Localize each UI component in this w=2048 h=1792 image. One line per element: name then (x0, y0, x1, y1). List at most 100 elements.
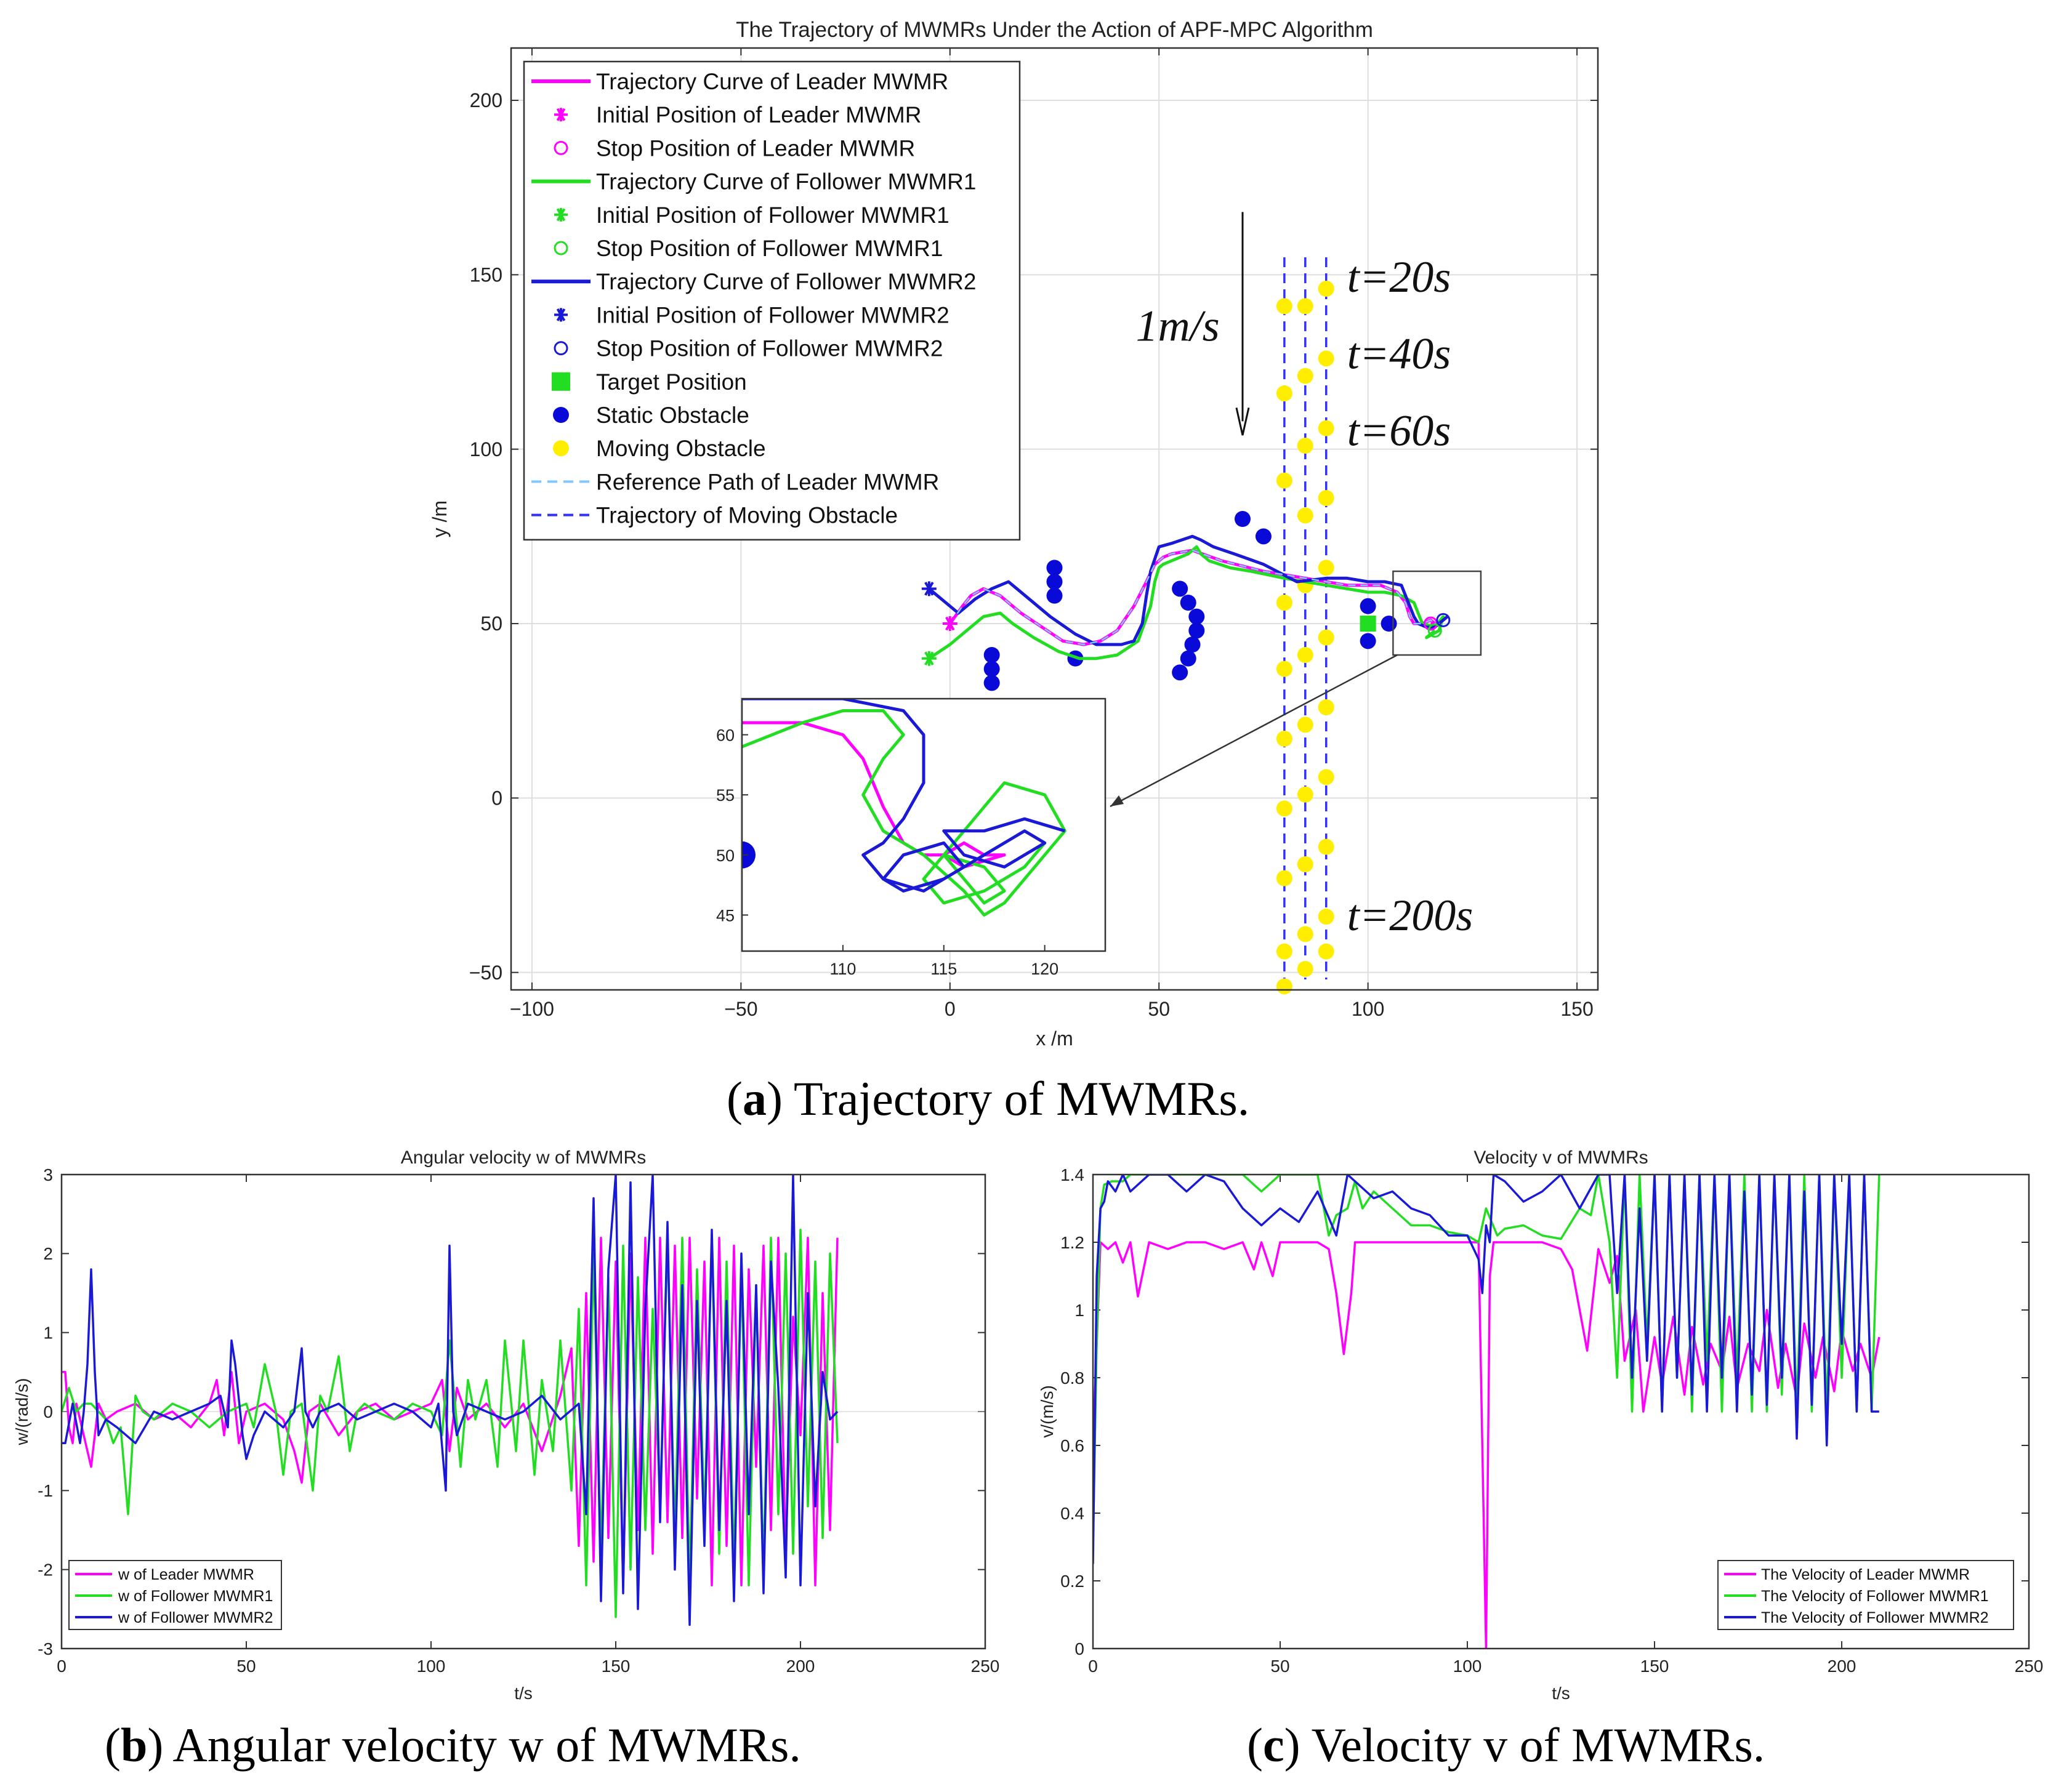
legend-circle-swatch (554, 341, 568, 356)
legend-star-swatch (554, 207, 568, 222)
static-obstacle (983, 661, 1000, 677)
v-leader-line (1093, 1241, 1881, 1649)
moving-obstacle-dot (1297, 926, 1313, 942)
moving-obstacle-dot (1276, 661, 1292, 677)
w-leader-line (62, 1236, 839, 1587)
legend-a-entry: Initial Position of Follower MWMR2 (554, 302, 949, 327)
moving-obstacle-dot (1318, 909, 1334, 925)
zoom-region-box (1392, 570, 1482, 656)
legend-a-label: Initial Position of Follower MWMR2 (596, 302, 949, 327)
inset-y-tick-label: 45 (716, 906, 735, 925)
chart-a-axes: −100 −50 0 50 100 150 −50 0 50 100 150 200 The Traje… (429, 18, 1599, 1050)
legend-a-label: Stop Position of Follower MWMR1 (596, 236, 943, 261)
moving-obstacle-dot (1318, 769, 1334, 786)
y-tick-label: 0 (1074, 1639, 1084, 1658)
x-tick-label: 50 (1148, 998, 1170, 1020)
zoom-connector-arrow (1110, 654, 1398, 808)
legend-c-label: The Velocity of Follower MWMR2 (1761, 1609, 1989, 1626)
y-tick-label: 1 (1074, 1301, 1084, 1320)
legend-b: w of Leader MWMR w of Follower MWMR1 w of … (68, 1560, 282, 1630)
x-tick-label: 100 (1352, 998, 1384, 1020)
legend-a-box (523, 60, 1021, 541)
legend-c-label: The Velocity of Leader MWMR (1761, 1566, 1970, 1583)
inset-static-obstacle (742, 841, 756, 869)
legend-a: Trajectory Curve of Leader MWMR Initial P… (523, 60, 1021, 541)
moving-obstacle-dot (1276, 731, 1292, 747)
moving-obstacle-dot (1297, 856, 1313, 872)
static-obstacle (983, 647, 1000, 663)
chart-title: Angular velocity w of MWMRs (401, 1147, 646, 1168)
chart-b-plot-area (62, 1175, 839, 1626)
static-obstacle (1381, 616, 1397, 632)
inset-y-tick-label: 60 (716, 726, 735, 745)
x-tick-label: −50 (724, 998, 757, 1020)
caption-c: (c) Velocity v of MWMRs. (1247, 1718, 1765, 1772)
moving-obstacle-dot (1318, 560, 1334, 576)
inset-border (741, 697, 1107, 952)
time-annotation-20s: t=20s (1347, 252, 1451, 302)
static-obstacle (983, 675, 1000, 691)
moving-obstacle-dot (1297, 717, 1313, 733)
y-tick-label: 0 (491, 787, 502, 810)
speed-arrow-head (1235, 408, 1250, 436)
x-axis-label: t/s (514, 1684, 533, 1703)
y-tick-label: 2 (43, 1244, 53, 1263)
x-axis-label: t/s (1552, 1684, 1570, 1703)
v-follower2-line (1093, 1175, 1879, 1564)
x-tick-label: 150 (1560, 998, 1593, 1020)
inset-follower2-line (742, 699, 1066, 893)
y-tick-label: -3 (38, 1639, 53, 1658)
moving-obstacle-dot (1318, 943, 1334, 960)
legend-b-entry: w of Follower MWMR2 (75, 1609, 273, 1626)
legend-a-label: Trajectory Curve of Leader MWMR (596, 69, 948, 94)
static-obstacle (1180, 595, 1196, 611)
moving-obstacle-dot (1318, 699, 1334, 715)
x-tick-label: 0 (1088, 1657, 1098, 1676)
stop-position-marker (1427, 623, 1442, 638)
static-obstacle (1188, 608, 1205, 625)
legend-a-label: Moving Obstacle (596, 436, 766, 461)
moving-obstacle-dot (1318, 420, 1334, 436)
y-tick-label: 1.2 (1060, 1233, 1084, 1252)
legend-b-entry: w of Follower MWMR1 (75, 1588, 273, 1605)
zoom-connector-arrow-head (1110, 795, 1124, 806)
static-obstacle (1172, 664, 1188, 681)
y-tick-label: 1.4 (1060, 1165, 1084, 1184)
legend-a-label: Static Obstacle (596, 403, 749, 428)
legend-c-box (1717, 1560, 2014, 1630)
inset-axes: 110 115 120 45 50 55 60 (716, 697, 1107, 978)
legend-a-entry: Stop Position of Follower MWMR1 (554, 236, 943, 261)
stop-position-marker (1436, 613, 1451, 627)
moving-obstacle-dot (1276, 870, 1292, 886)
legend-a-entry: Reference Path of Leader MWMR (531, 469, 939, 494)
moving-obstacle-dot (1297, 438, 1313, 454)
moving-obstacle-dot (1318, 490, 1334, 506)
y-tick-label: 50 (480, 613, 502, 635)
legend-a-entry: Stop Position of Follower MWMR2 (554, 336, 943, 361)
static-obstacle (1172, 581, 1188, 597)
legend-circle-swatch (554, 241, 568, 255)
inset-follower1-line (742, 709, 1066, 917)
moving-obstacle-dot (1276, 943, 1292, 960)
moving-obstacle-dot (1297, 507, 1313, 524)
legend-star-swatch (554, 108, 568, 122)
x-tick-label: 200 (1828, 1657, 1857, 1676)
chart-title: The Trajectory of MWMRs Under the Action… (736, 18, 1373, 42)
legend-star-swatch (554, 308, 568, 322)
legend-a-entry: Trajectory Curve of Follower MWMR1 (531, 169, 976, 195)
legend-b-label: w of Leader MWMR (118, 1566, 254, 1583)
legend-a-label: Trajectory Curve of Follower MWMR1 (596, 169, 976, 195)
legend-a-entry: Trajectory of Moving Obstacle (531, 503, 898, 528)
x-tick-label: 0 (57, 1657, 67, 1676)
legend-a-label: Initial Position of Follower MWMR1 (596, 203, 949, 228)
legend-b-entry: w of Leader MWMR (75, 1566, 254, 1583)
y-tick-label: 0.8 (1060, 1368, 1084, 1388)
legend-a-label: Stop Position of Leader MWMR (596, 135, 915, 161)
x-tick-label: 50 (236, 1657, 256, 1676)
x-tick-label: 150 (1640, 1657, 1669, 1676)
y-tick-label: 200 (470, 89, 502, 111)
legend-b-label: w of Follower MWMR1 (118, 1588, 273, 1605)
x-tick-label: 100 (1453, 1657, 1482, 1676)
inset-plot-area (742, 699, 1066, 917)
